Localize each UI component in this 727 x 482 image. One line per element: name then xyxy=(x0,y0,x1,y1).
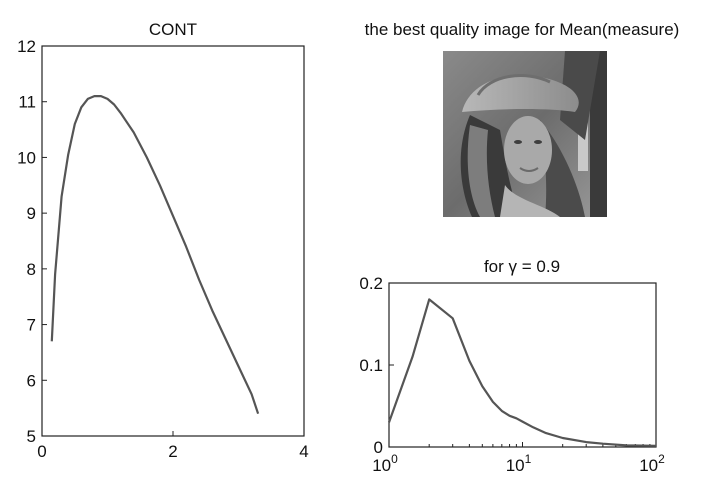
left-line-chart: CONT 0 2 4 5 6 7 8 9 10 11 12 xyxy=(17,20,309,461)
right-line-chart: for γ = 0.9 100 101 102 0 0.1 0.2 xyxy=(359,257,665,475)
image-panel-title: the best quality image for Mean(measure) xyxy=(365,20,680,39)
left-x-tick-label: 2 xyxy=(168,442,177,461)
left-x-tick-label: 4 xyxy=(299,442,308,461)
left-chart-series-line xyxy=(50,95,260,415)
left-chart-title: CONT xyxy=(149,20,197,39)
right-y-tick-label: 0.1 xyxy=(359,356,383,375)
left-y-tick-label: 6 xyxy=(27,371,36,390)
left-chart-ticks: 0 2 4 5 6 7 8 9 10 11 12 xyxy=(17,37,309,461)
right-x-tick-label: 101 xyxy=(506,452,532,475)
left-y-tick-label: 10 xyxy=(17,148,36,167)
portrait-thumbnail xyxy=(443,51,607,217)
left-y-tick-label: 5 xyxy=(27,427,36,446)
right-y-tick-label: 0.2 xyxy=(359,274,383,293)
left-chart-frame xyxy=(41,45,305,437)
right-x-tick-label: 102 xyxy=(639,452,665,475)
left-y-tick-label: 9 xyxy=(27,204,36,223)
left-y-tick-label: 7 xyxy=(27,316,36,335)
left-y-tick-label: 11 xyxy=(18,93,36,112)
right-chart-series-line xyxy=(387,298,657,447)
left-y-tick-label: 12 xyxy=(17,37,36,56)
right-x-tick-label: 100 xyxy=(372,452,398,475)
right-chart-title: for γ = 0.9 xyxy=(484,257,560,276)
left-x-tick-label: 0 xyxy=(37,442,46,461)
left-y-tick-label: 8 xyxy=(27,260,36,279)
right-y-tick-label: 0 xyxy=(374,438,383,457)
image-panel: the best quality image for Mean(measure) xyxy=(365,20,680,217)
right-chart-ticks: 100 101 102 0 0.1 0.2 xyxy=(359,274,665,475)
